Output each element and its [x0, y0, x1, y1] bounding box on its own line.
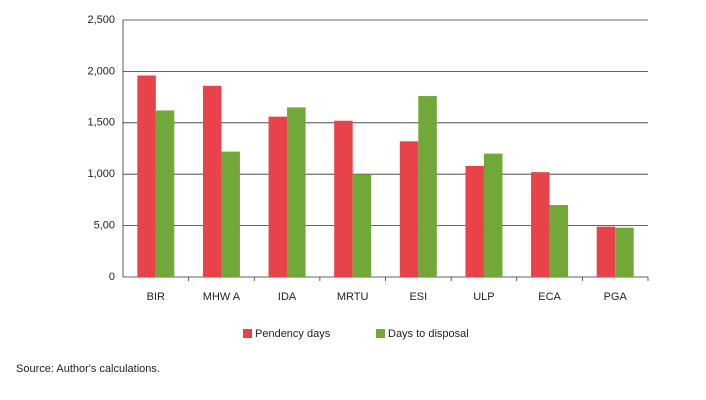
x-tick-label: PGA	[604, 291, 628, 303]
bar	[202, 85, 222, 278]
bar	[615, 227, 634, 277]
x-tick-label: ULP	[473, 291, 494, 303]
bar	[596, 226, 616, 277]
x-tick-label: IDA	[278, 291, 297, 303]
bar	[137, 75, 156, 278]
y-tick-label: 0	[109, 271, 115, 283]
legend-swatch	[243, 329, 252, 338]
bar	[465, 165, 484, 277]
y-tick-label: 2,500	[87, 14, 115, 26]
bar	[399, 141, 419, 277]
x-tick-label: BIR	[147, 291, 165, 303]
bar	[483, 153, 503, 277]
y-tick-label: 1,500	[87, 117, 115, 129]
legend-label: Days to disposal	[388, 328, 469, 340]
y-tick-label: 5,00	[94, 220, 115, 232]
legend-swatch	[376, 329, 385, 338]
source-note: Source: Author's calculations.	[16, 363, 160, 375]
bar	[531, 172, 550, 277]
bar	[549, 205, 569, 277]
bar	[268, 116, 288, 277]
bar	[287, 107, 306, 277]
bar	[334, 120, 353, 277]
x-tick-label: MHW A	[203, 291, 241, 303]
y-tick-label: 2,000	[87, 65, 115, 77]
y-tick-label: 1,000	[87, 168, 115, 180]
x-tick-label: MRTU	[337, 291, 369, 303]
x-tick-label: ECA	[538, 291, 561, 303]
bar	[155, 110, 175, 278]
bar	[352, 174, 372, 277]
x-tick-label: ESI	[409, 291, 427, 303]
bar	[221, 151, 240, 277]
legend-label: Pendency days	[255, 328, 331, 340]
bar	[418, 96, 437, 278]
